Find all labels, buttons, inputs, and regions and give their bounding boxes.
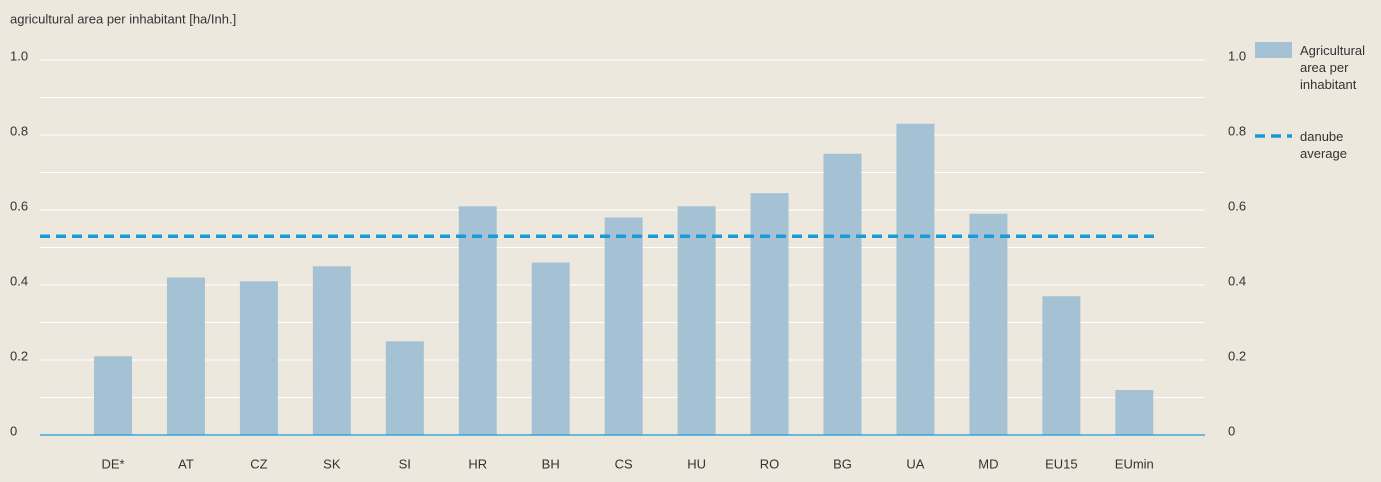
y-tick-label: 0: [10, 423, 17, 438]
x-tick-label: BH: [542, 456, 560, 471]
x-tick-label: AT: [178, 456, 194, 471]
bar: [312, 266, 351, 435]
x-tick-label: MD: [978, 456, 998, 471]
y2-tick-label: 0.4: [1228, 273, 1246, 288]
bar: [94, 356, 132, 435]
x-tick-label: HR: [468, 456, 487, 471]
x-tick-label: BG: [833, 456, 852, 471]
bar: [969, 213, 1008, 435]
x-tick-label: DE*: [101, 456, 124, 471]
bar: [239, 281, 278, 435]
bar: [1042, 296, 1081, 435]
x-tick-label: CS: [615, 456, 633, 471]
bar: [604, 217, 643, 435]
x-tick-label: UA: [906, 456, 924, 471]
bar: [823, 153, 862, 435]
bar: [458, 206, 497, 435]
bar: [385, 341, 424, 435]
bar: [677, 206, 716, 435]
bar: [166, 277, 205, 435]
y2-tick-label: 0.8: [1228, 123, 1246, 138]
y2-tick-label: 1.0: [1228, 48, 1246, 63]
y2-tick-label: 0: [1228, 423, 1235, 438]
legend-label: Agricultural area per inhabitant: [1300, 43, 1366, 92]
y-tick-label: 0.4: [10, 273, 28, 288]
x-tick-label: RO: [760, 456, 780, 471]
y-tick-label: 1.0: [10, 48, 28, 63]
legend-label: danube average: [1300, 129, 1347, 161]
y2-tick-label: 0.6: [1228, 198, 1246, 213]
x-tick-label: EU15: [1045, 456, 1078, 471]
x-tick-label: SI: [399, 456, 411, 471]
bar: [750, 193, 789, 435]
bar: [531, 262, 570, 435]
bar: [1115, 390, 1154, 435]
y2-tick-label: 0.2: [1228, 348, 1246, 363]
y-axis-label: agricultural area per inhabitant [ha/Inh…: [10, 11, 236, 26]
x-tick-label: CZ: [250, 456, 267, 471]
x-tick-label: EUmin: [1115, 456, 1154, 471]
x-tick-label: HU: [687, 456, 706, 471]
y-tick-label: 0.8: [10, 123, 28, 138]
legend-swatch: [1255, 42, 1292, 58]
y-tick-label: 0.6: [10, 198, 28, 213]
y-tick-label: 0.2: [10, 348, 28, 363]
x-tick-label: SK: [323, 456, 341, 471]
bar: [896, 123, 935, 435]
